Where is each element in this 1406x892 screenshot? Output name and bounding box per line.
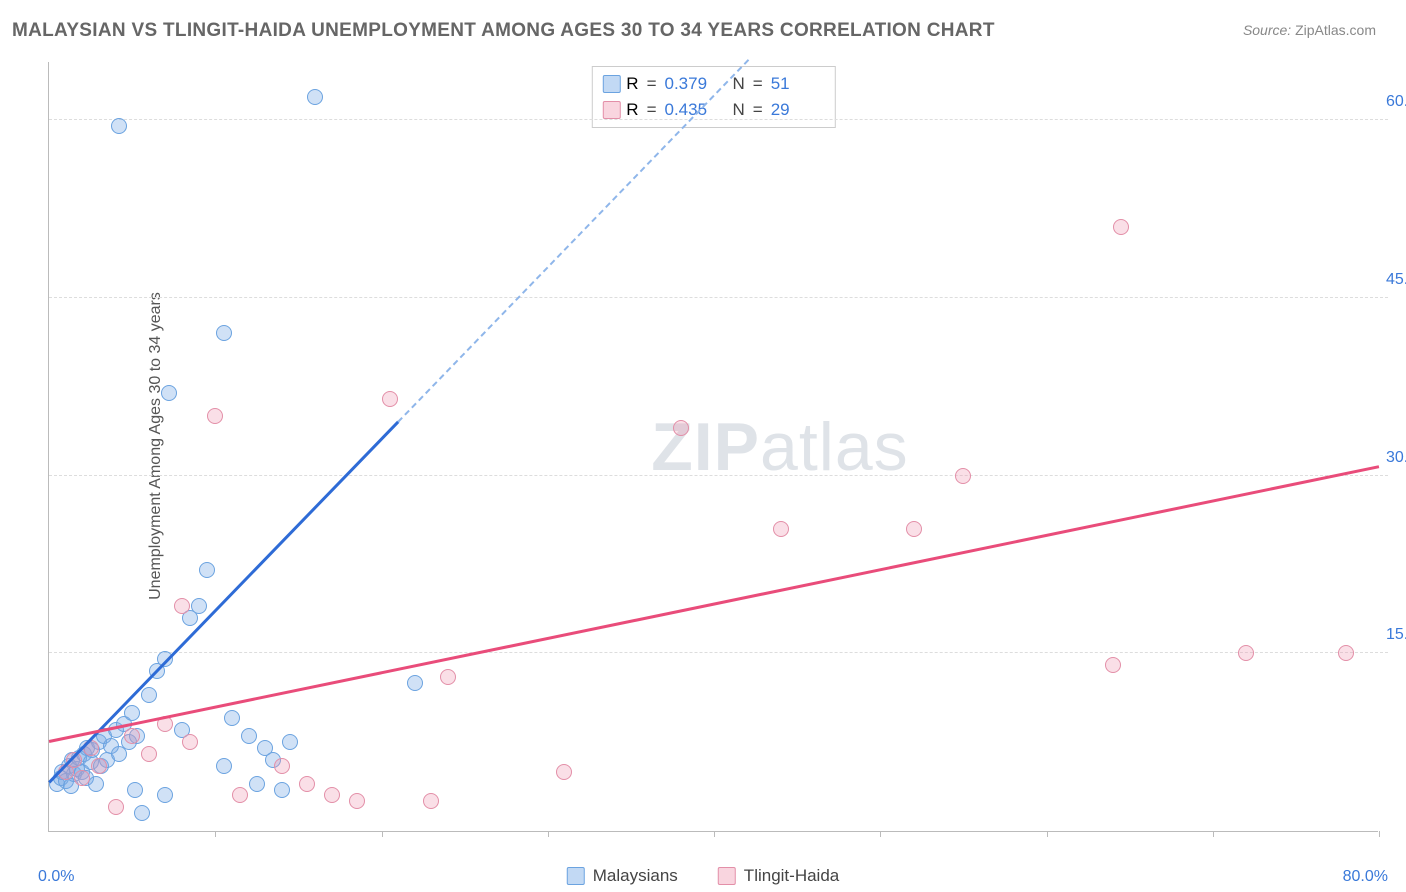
watermark-rest: atlas <box>760 409 909 485</box>
scatter-plot-area: ZIPatlas R = 0.379 N = 51 R = 0.435 N = … <box>48 62 1378 832</box>
point-tlingit <box>141 746 157 762</box>
point-malaysians <box>216 325 232 341</box>
n-value-tlingit: 29 <box>771 100 823 120</box>
point-malaysians <box>224 710 240 726</box>
gridline-h <box>49 119 1388 120</box>
point-malaysians <box>161 385 177 401</box>
point-malaysians <box>407 675 423 691</box>
point-tlingit <box>382 391 398 407</box>
point-tlingit <box>174 598 190 614</box>
point-tlingit <box>349 793 365 809</box>
equals-sign: = <box>647 74 657 94</box>
point-tlingit <box>299 776 315 792</box>
legend-label-tlingit: Tlingit-Haida <box>744 866 839 886</box>
point-malaysians <box>216 758 232 774</box>
stats-row-malaysians: R = 0.379 N = 51 <box>602 71 822 97</box>
chart-title: MALAYSIAN VS TLINGIT-HAIDA UNEMPLOYMENT … <box>12 20 995 42</box>
point-tlingit <box>440 669 456 685</box>
x-tick <box>215 831 216 837</box>
x-tick <box>548 831 549 837</box>
equals-sign: = <box>753 74 763 94</box>
point-malaysians <box>141 687 157 703</box>
point-malaysians <box>274 782 290 798</box>
x-tick <box>880 831 881 837</box>
point-malaysians <box>157 787 173 803</box>
swatch-blue-icon <box>602 75 620 93</box>
point-tlingit <box>1238 645 1254 661</box>
y-tick-label: 15.0% <box>1386 626 1406 644</box>
r-label: R <box>626 74 638 94</box>
point-malaysians <box>134 805 150 821</box>
source-label: Source: <box>1243 22 1291 38</box>
n-label: N <box>733 100 745 120</box>
equals-sign: = <box>647 100 657 120</box>
equals-sign: = <box>753 100 763 120</box>
x-tick <box>1379 831 1380 837</box>
point-malaysians <box>191 598 207 614</box>
source-attribution: Source: ZipAtlas.com <box>1243 22 1376 38</box>
trendline-malaysians-dashed <box>397 59 749 422</box>
legend-item-malaysians: Malaysians <box>567 866 678 886</box>
legend-item-tlingit: Tlingit-Haida <box>718 866 839 886</box>
point-tlingit <box>232 787 248 803</box>
point-tlingit <box>274 758 290 774</box>
swatch-blue-icon <box>567 867 585 885</box>
gridline-h <box>49 652 1388 653</box>
point-malaysians <box>307 89 323 105</box>
point-malaysians <box>249 776 265 792</box>
point-tlingit <box>1105 657 1121 673</box>
point-malaysians <box>199 562 215 578</box>
point-tlingit <box>955 468 971 484</box>
point-malaysians <box>124 705 140 721</box>
legend-label-malaysians: Malaysians <box>593 866 678 886</box>
point-tlingit <box>108 799 124 815</box>
point-tlingit <box>423 793 439 809</box>
point-tlingit <box>74 770 90 786</box>
point-malaysians <box>241 728 257 744</box>
r-value-malaysians: 0.379 <box>665 74 717 94</box>
x-tick <box>382 831 383 837</box>
y-tick-label: 45.0% <box>1386 271 1406 289</box>
point-tlingit <box>124 728 140 744</box>
swatch-pink-icon <box>602 101 620 119</box>
gridline-h <box>49 297 1388 298</box>
point-tlingit <box>324 787 340 803</box>
x-tick <box>1213 831 1214 837</box>
y-tick-label: 30.0% <box>1386 449 1406 467</box>
watermark-bold: ZIP <box>651 409 760 485</box>
point-tlingit <box>556 764 572 780</box>
n-label: N <box>733 74 745 94</box>
swatch-pink-icon <box>718 867 736 885</box>
x-axis-max-label: 80.0% <box>1343 868 1388 886</box>
x-tick <box>714 831 715 837</box>
n-value-malaysians: 51 <box>771 74 823 94</box>
point-tlingit <box>207 408 223 424</box>
x-tick <box>1047 831 1048 837</box>
y-tick-label: 60.0% <box>1386 93 1406 111</box>
point-tlingit <box>1338 645 1354 661</box>
point-tlingit <box>906 521 922 537</box>
point-tlingit <box>182 734 198 750</box>
r-label: R <box>626 100 638 120</box>
series-legend: Malaysians Tlingit-Haida <box>567 866 839 886</box>
point-tlingit <box>673 420 689 436</box>
point-malaysians <box>282 734 298 750</box>
trendline-tlingit <box>49 465 1380 742</box>
point-tlingit <box>91 758 107 774</box>
point-malaysians <box>127 782 143 798</box>
point-tlingit <box>1113 219 1129 235</box>
point-tlingit <box>773 521 789 537</box>
x-axis-min-label: 0.0% <box>38 868 74 886</box>
point-malaysians <box>111 118 127 134</box>
gridline-h <box>49 475 1388 476</box>
source-value: ZipAtlas.com <box>1295 22 1376 38</box>
